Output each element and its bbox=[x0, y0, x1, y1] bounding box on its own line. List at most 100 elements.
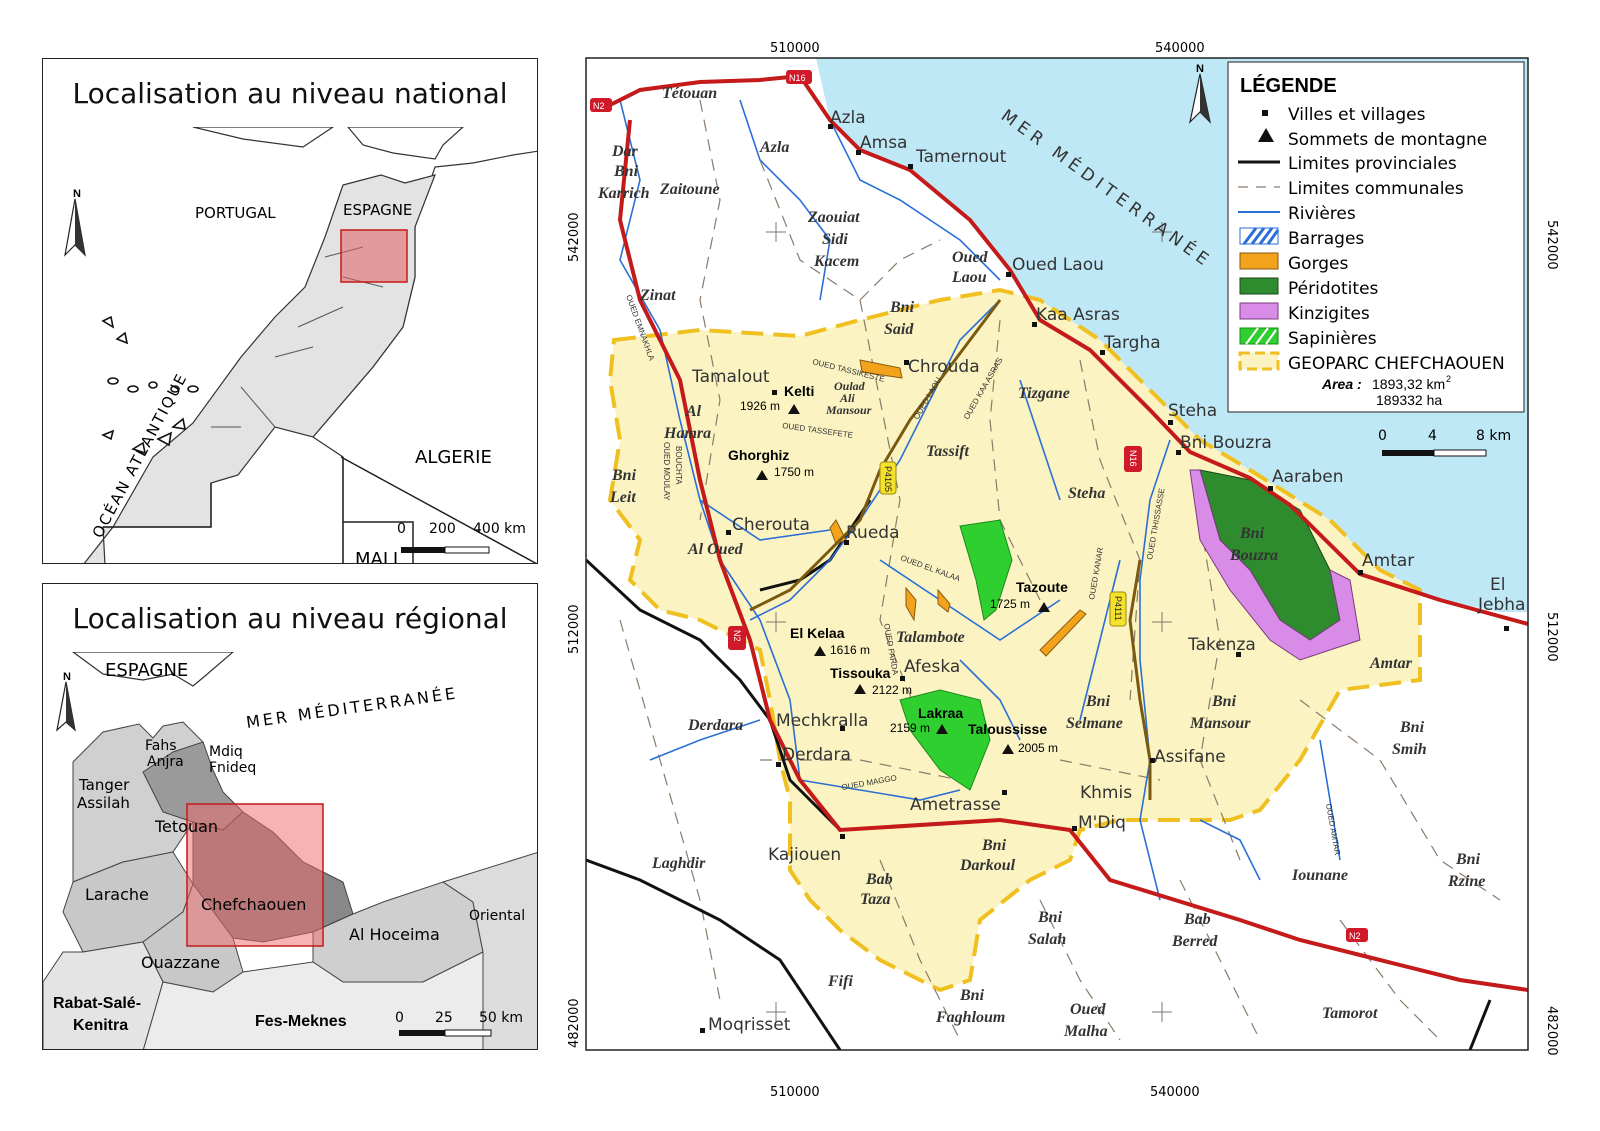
legend-item-3: Limites communales bbox=[1288, 179, 1464, 199]
national-scale-bar bbox=[401, 546, 490, 554]
legend: LÉGENDE Villes et villages Sommets de mo… bbox=[1227, 61, 1525, 413]
label-rabat: Rabat-Salé- bbox=[53, 995, 141, 1012]
communes: Tétouan Azla Dar Bni Karrich Zaitoune Za… bbox=[597, 85, 1485, 1040]
gorges bbox=[829, 359, 1087, 657]
commune-talambote: Talambote bbox=[896, 629, 965, 646]
commune-bnirzine-1: Bni bbox=[1455, 851, 1481, 868]
commune-bnidarkoul-1: Bni bbox=[981, 837, 1007, 854]
national-panel: Localisation au niveau national N PORTUG… bbox=[42, 58, 538, 564]
town-derdara: Derdara bbox=[782, 745, 851, 765]
legend-item-6: Gorges bbox=[1288, 254, 1349, 274]
legend-item-7: Péridotites bbox=[1288, 279, 1379, 299]
peak-ghorghiz: Ghorghiz bbox=[728, 447, 789, 463]
coord-right-512000: 512000 bbox=[1544, 612, 1559, 662]
town-aaraben: Aaraben bbox=[1272, 467, 1343, 487]
main-frame bbox=[585, 57, 1529, 1051]
label-mali: MALI bbox=[355, 549, 398, 564]
commune-derdara: Derdara bbox=[687, 717, 743, 734]
roads bbox=[599, 73, 1528, 992]
national-north-label: N bbox=[73, 188, 81, 200]
north-arrow-icon bbox=[64, 198, 86, 257]
commune-oulad-1: Oulad bbox=[834, 379, 866, 393]
commune-tizgane: Tizgane bbox=[1018, 385, 1070, 402]
label-espagne-regional: ESPAGNE bbox=[105, 660, 188, 681]
legend-symbol-geopark bbox=[1238, 351, 1280, 371]
commune-bnisalah-2: Salah bbox=[1028, 931, 1066, 948]
label-fnideq: Fnideq bbox=[209, 760, 256, 776]
regional-title: Localisation au niveau régional bbox=[43, 584, 537, 653]
coord-right-482000: 482000 bbox=[1544, 1006, 1559, 1056]
region-fes bbox=[143, 951, 484, 1049]
commune-zaitoune: Zaitoune bbox=[659, 181, 720, 198]
regional-scale-0: 0 bbox=[395, 1010, 404, 1026]
legend-item-10: GEOPARC CHEFCHAOUEN bbox=[1288, 354, 1505, 374]
legend-area-label: Area : bbox=[1321, 376, 1362, 392]
peaks: Kelti 1926 m Ghorghiz 1750 m Tazoute 1725 m… bbox=[728, 383, 1068, 755]
town-tamalout: Tamalout bbox=[691, 367, 770, 387]
label-espagne: ESPAGNE bbox=[343, 201, 412, 219]
legend-symbol-gorges bbox=[1239, 252, 1279, 270]
legend-item-8: Kinzigites bbox=[1288, 304, 1370, 324]
river-moulay-2: BOUCHTA bbox=[674, 446, 683, 485]
label-chefchaouen-regional: Chefchaouen bbox=[201, 895, 306, 914]
town-moqrisset: Moqrisset bbox=[708, 1015, 791, 1035]
town-tamernout: Tamernout bbox=[915, 147, 1007, 167]
region-oriental bbox=[441, 852, 537, 1049]
legend-item-0: Villes et villages bbox=[1288, 105, 1426, 125]
commune-ouedlaou-2: Laou bbox=[951, 269, 987, 286]
commune-amtar: Amtar bbox=[1369, 655, 1413, 672]
commune-alhamra-2: Hamra bbox=[663, 425, 711, 442]
main-north-arrow-icon bbox=[1189, 73, 1211, 124]
peak-tazoute-alt: 1725 m bbox=[990, 597, 1030, 611]
commune-bnirzine-2: Rzine bbox=[1447, 873, 1485, 890]
label-fes: Fes-Meknes bbox=[255, 1013, 347, 1030]
commune-bnifaghloum-1: Bni bbox=[959, 987, 985, 1004]
national-scale-end: 400 km bbox=[473, 521, 526, 537]
commune-zaouiat-3: Kacem bbox=[813, 253, 859, 270]
commune-azla: Azla bbox=[759, 139, 789, 156]
peak-tissouka-alt: 2122 m bbox=[872, 683, 912, 697]
town-bnibouzra: Bni Bouzra bbox=[1180, 433, 1272, 453]
province-highlight bbox=[186, 803, 324, 947]
peak-kelti-alt: 1926 m bbox=[740, 399, 780, 413]
commune-oulad-2: Ali bbox=[839, 391, 855, 405]
commune-darbni-2: Bni bbox=[613, 163, 639, 180]
label-fahs: Fahs bbox=[145, 738, 177, 754]
shield-p4111: P4111 bbox=[1113, 596, 1123, 621]
commune-bnisalah-1: Bni bbox=[1037, 909, 1063, 926]
shield-n16-a: N16 bbox=[789, 73, 806, 83]
commune-bnimansour-1: Bni bbox=[1211, 693, 1237, 710]
regional-scale-end: 50 km bbox=[479, 1010, 523, 1026]
label-mdiq: Mdiq bbox=[209, 744, 243, 760]
commune-bnileit-1: Bni bbox=[611, 467, 637, 484]
commune-darbni-1: Dar bbox=[611, 143, 639, 160]
legend-symbol-town bbox=[1262, 110, 1268, 116]
town-amsa: Amsa bbox=[860, 133, 907, 153]
town-ametrasse: Ametrasse bbox=[910, 795, 1001, 815]
label-assilah: Assilah bbox=[77, 794, 130, 812]
legend-symbol-peak bbox=[1258, 128, 1274, 142]
commune-tassift: Tassift bbox=[926, 443, 970, 460]
canary-islands bbox=[101, 315, 199, 455]
town-khmis-1: Khmis bbox=[1080, 783, 1132, 803]
legend-title: LÉGENDE bbox=[1240, 74, 1337, 97]
commune-bnismih-2: Smih bbox=[1392, 741, 1427, 758]
commune-bnisaid-2: Said bbox=[884, 321, 914, 338]
town-targha: Targha bbox=[1103, 333, 1161, 353]
commune-zinat: Zinat bbox=[639, 287, 676, 304]
coord-top-510000: 510000 bbox=[770, 41, 820, 56]
commune-oulad-3: Mansour bbox=[825, 403, 872, 417]
commune-babberred-2: Berred bbox=[1171, 933, 1218, 950]
town-eljebha-2: Jebha bbox=[1477, 595, 1525, 615]
shield-n2-a: N2 bbox=[593, 101, 605, 111]
spain-coast bbox=[71, 652, 234, 687]
rivers bbox=[619, 99, 1341, 901]
commune-babtaza-2: Taza bbox=[860, 891, 891, 908]
peak-taloussisse: Taloussisse bbox=[968, 721, 1047, 737]
commune-babberred-1: Bab bbox=[1183, 911, 1211, 928]
commune-steha: Steha bbox=[1068, 485, 1105, 502]
national-scale-mid: 200 bbox=[429, 521, 456, 537]
commune-darbni-3: Karrich bbox=[597, 185, 650, 202]
main-scale-bar bbox=[1382, 449, 1487, 457]
